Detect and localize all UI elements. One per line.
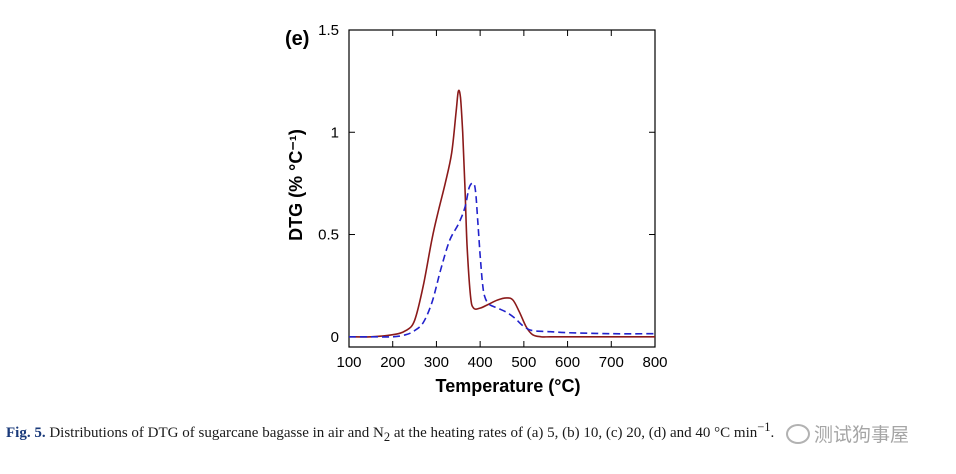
caption-end: . <box>770 425 775 441</box>
x-tick-label: 100 <box>336 354 361 371</box>
x-tick-label: 600 <box>555 354 580 371</box>
x-tick-label: 700 <box>599 354 624 371</box>
panel-label: (e) <box>285 28 309 50</box>
plot-frame <box>348 29 656 348</box>
y-tick-label: 1 <box>331 124 339 141</box>
caption-label: Fig. 5. <box>6 425 46 441</box>
x-axis-ticks: 100 200 300 400 500 600 700 800 <box>336 30 668 371</box>
x-axis-label: Temperature (°C) <box>436 376 581 396</box>
dtg-chart: 100 200 300 400 500 600 700 800 0 0.5 1 1.5 (e) Te… <box>285 22 668 396</box>
caption-text-1: Distributions of DTG of sugarcane bagass… <box>45 425 384 441</box>
watermark: 测试狗事屋 <box>786 420 909 447</box>
wechat-icon <box>786 423 810 444</box>
series-line-n2 <box>348 182 656 338</box>
series-line-air <box>348 89 655 338</box>
x-tick-label: 800 <box>642 354 667 371</box>
caption-text-3: and 40 °C min <box>669 425 758 441</box>
caption-text-2: at the heating rates of (a) 5, (b) 10, (… <box>390 425 670 441</box>
y-tick-label: 0 <box>331 329 339 346</box>
figure-caption: Fig. 5. Distributions of DTG of sugarcan… <box>6 420 950 445</box>
caption-superscript: −1 <box>757 420 771 434</box>
watermark-text: 测试狗事屋 <box>814 424 910 446</box>
y-tick-label: 1.5 <box>318 22 339 39</box>
y-axis-ticks: 0 0.5 1 1.5 <box>318 22 655 346</box>
x-tick-label: 400 <box>468 354 493 371</box>
x-tick-label: 300 <box>424 354 449 371</box>
plot-border <box>348 29 656 348</box>
y-axis-label: DTG (% °C⁻¹) <box>286 129 306 241</box>
caption-subscript: 2 <box>383 430 391 444</box>
y-tick-label: 0.5 <box>318 227 339 244</box>
series-layer <box>348 89 656 338</box>
x-tick-label: 500 <box>511 354 536 371</box>
x-tick-label: 200 <box>380 354 405 371</box>
